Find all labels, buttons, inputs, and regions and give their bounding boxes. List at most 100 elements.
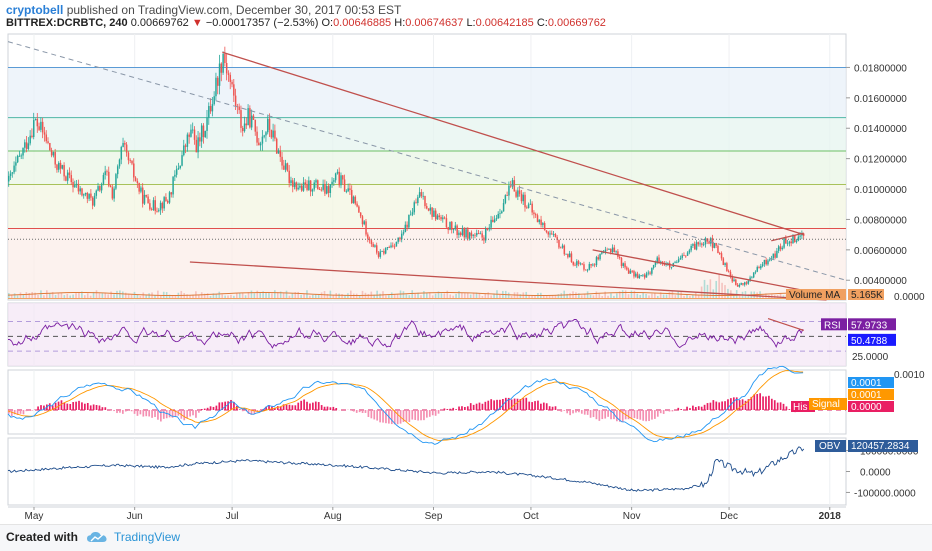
candle-body (396, 242, 398, 247)
candle-body (265, 132, 267, 135)
macd-histogram-bar (786, 406, 788, 410)
x-axis-label-0: May (25, 511, 44, 522)
candle-body (764, 260, 766, 264)
volume-ma-value: 5.165K (851, 290, 883, 301)
macd-histogram-bar (438, 410, 440, 414)
macd-histogram-bar (753, 394, 755, 410)
candle-body (760, 266, 762, 268)
candle-body (451, 222, 453, 230)
macd-histogram-bar (686, 407, 688, 410)
volume-bar (245, 295, 247, 298)
candle-body (380, 251, 382, 256)
candle-body (340, 175, 342, 185)
macd-histogram-bar (707, 403, 709, 410)
volume-bar (254, 293, 256, 298)
candle-body (671, 267, 673, 268)
candle-body (494, 219, 496, 222)
macd-histogram-bar (408, 410, 410, 422)
candle-body (685, 256, 687, 257)
macd-histogram-bar (476, 404, 478, 410)
candle-body (422, 196, 424, 197)
candle-body (619, 257, 621, 258)
macd-histogram-bar (183, 410, 185, 420)
candle-body (510, 186, 512, 187)
volume-bar (590, 295, 592, 298)
macd-histogram-bar (765, 396, 767, 410)
macd-histogram-bar (294, 405, 296, 410)
candle-body (256, 132, 258, 143)
candle-body (21, 155, 23, 156)
candle-body (58, 163, 60, 170)
candle-body (471, 233, 473, 236)
candle-body (769, 259, 771, 260)
candle-body (71, 175, 73, 182)
macd-histogram-bar (163, 410, 165, 419)
volume-bar (99, 293, 101, 298)
candle-body (742, 283, 744, 285)
macd-histogram-bar (216, 406, 218, 410)
candle-body (313, 182, 315, 189)
macd-histogram-bar (218, 402, 220, 410)
volume-bar (408, 295, 410, 298)
candle-body (544, 223, 546, 230)
candle-body (22, 148, 24, 156)
macd-histogram-bar (634, 410, 636, 418)
candle-body (190, 130, 192, 137)
candle-body (678, 259, 680, 262)
candle-body (205, 131, 207, 137)
volume-bar (666, 295, 668, 298)
volume-bar (163, 292, 165, 298)
candle-body (104, 171, 106, 175)
tradingview-brand[interactable]: TradingView (114, 530, 180, 544)
volume-bar (596, 291, 598, 298)
candle-body (176, 169, 178, 175)
macd-histogram-bar (441, 410, 443, 411)
volume-bar (379, 294, 381, 298)
candle-body (792, 235, 794, 243)
candle-body (235, 96, 237, 107)
macd-histogram-bar (140, 410, 142, 414)
macd-histogram-bar (119, 410, 121, 413)
candle-body (188, 135, 190, 137)
candle-body (122, 143, 124, 147)
candle-body (648, 273, 650, 274)
macd-histogram-bar (131, 410, 133, 411)
fib-zone-4 (8, 229, 846, 299)
candle-body (106, 171, 108, 172)
candle-body (467, 229, 469, 238)
macd-axis-top-label: 0.0010 (894, 370, 925, 381)
candle-body (46, 135, 48, 142)
volume-bar (300, 295, 302, 298)
candle-body (203, 126, 205, 138)
candle-body (364, 221, 366, 224)
x-axis-label-3: Aug (324, 511, 342, 522)
candle-body (35, 119, 37, 120)
macd-histogram-bar (645, 410, 647, 421)
candle-body (10, 174, 12, 176)
candle-body (694, 244, 696, 250)
chart-canvas[interactable]: 0.018000000.016000000.014000000.01200000… (0, 0, 932, 524)
macd-histogram-bar (99, 406, 101, 410)
macd-histogram-bar (663, 410, 665, 414)
candle-body (299, 186, 301, 188)
macd-histogram-bar (669, 410, 671, 412)
volume-bar (683, 296, 685, 298)
macd-histogram-bar (303, 399, 305, 410)
macd-histogram-bar (604, 410, 606, 419)
macd-histogram-bar (578, 410, 580, 412)
macd-histogram-bar (540, 404, 542, 410)
volume-bar (423, 291, 425, 298)
macd-histogram-bar (204, 409, 206, 410)
volume-bar (110, 292, 112, 298)
x-axis-label-7: Dec (720, 511, 738, 522)
candle-body (171, 192, 173, 194)
candle-body (292, 180, 294, 187)
candle-body (440, 217, 442, 219)
macd-histogram-bar (660, 410, 662, 413)
candle-body (408, 215, 410, 228)
volume-bar (581, 295, 583, 298)
candle-body (383, 251, 385, 254)
macd-histogram-bar (783, 404, 785, 410)
candle-body (221, 64, 223, 73)
volume-bar (350, 291, 352, 298)
